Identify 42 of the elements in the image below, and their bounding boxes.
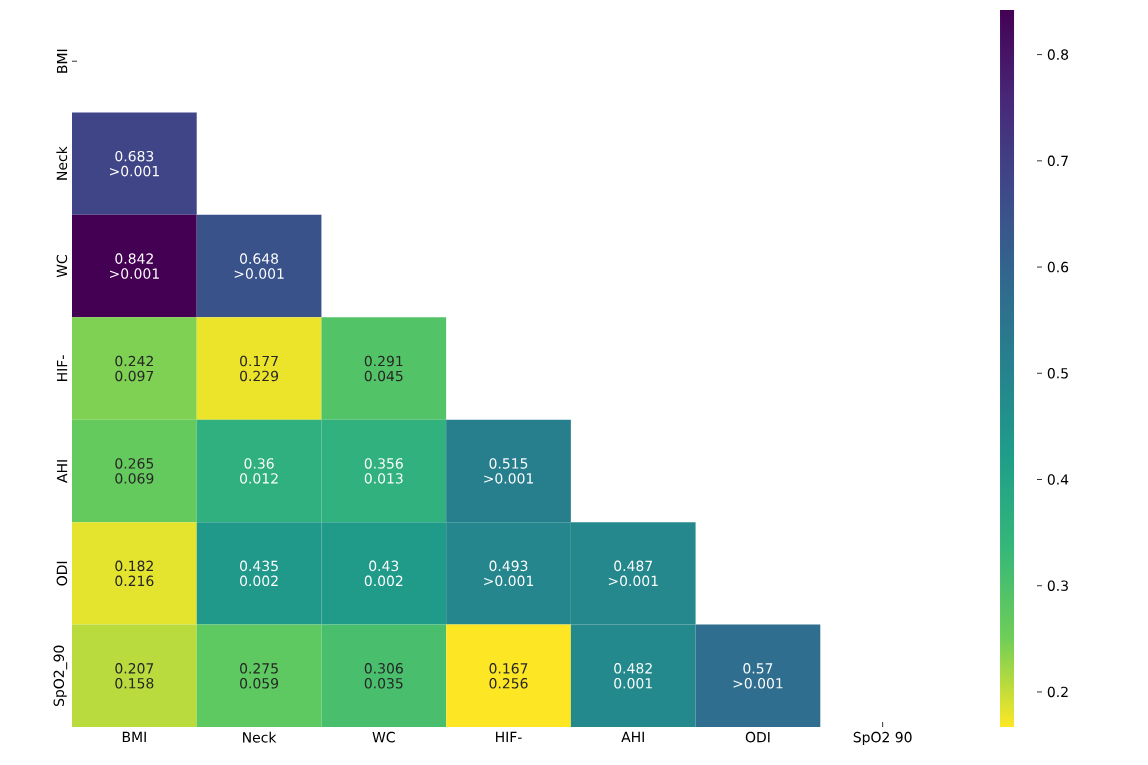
data-label: 0.275 0.059 — [240, 663, 279, 689]
x-tick-label: HIF- — [496, 731, 522, 743]
data-label: 0.242 0.097 — [115, 355, 154, 382]
y-tick-label: AHI — [56, 460, 68, 483]
data-label: 0.167 0.256 — [489, 663, 528, 689]
data-label: 0.648 >0.001 — [234, 253, 284, 279]
y-tick-label: HIF- — [56, 355, 68, 381]
y-tick-label: WC — [56, 255, 68, 278]
data-label: 0.842 >0.001 — [110, 253, 159, 279]
data-label: 0.306 0.035 — [364, 663, 403, 689]
color-bar-label: 0.3 — [1047, 580, 1068, 591]
color-bar-label: 0.8 — [1047, 49, 1069, 60]
x-tick-label: AHI — [621, 731, 644, 743]
x-tick-label: SpO2 90 — [853, 731, 912, 746]
color-bar-label: 0.5 — [1047, 367, 1068, 379]
y-tick-label: Neck — [56, 146, 68, 180]
data-label: 0.182 0.216 — [115, 560, 154, 587]
data-label: 0.207 0.158 — [115, 663, 154, 689]
data-label: 0.43 0.002 — [364, 560, 403, 587]
color-bar-label: 0.6 — [1047, 261, 1069, 273]
data-label: 0.57 >0.001 — [733, 663, 783, 689]
data-label: 0.683 >0.001 — [110, 150, 159, 177]
color-bar-label: 0.7 — [1047, 155, 1068, 167]
data-label: 0.291 0.045 — [364, 355, 403, 382]
data-label: 0.435 0.002 — [240, 560, 278, 587]
data-label: 0.515 >0.001 — [484, 458, 534, 484]
y-tick-label: BMI — [56, 49, 68, 73]
data-label: 0.265 0.069 — [115, 458, 154, 484]
x-tick-label: ODI — [745, 731, 770, 743]
y-tick-label: ODI — [56, 561, 68, 586]
x-tick-label: WC — [372, 731, 395, 743]
data-label: 0.487 >0.001 — [608, 560, 658, 587]
color-bar-label: 0.4 — [1047, 474, 1069, 485]
x-tick-label: Neck — [243, 731, 277, 743]
x-tick-label: BMI — [122, 731, 146, 743]
data-label: 0.36 0.012 — [240, 458, 278, 484]
data-label: 0.482 0.001 — [614, 663, 652, 689]
y-tick-label: SpO2_90 — [53, 645, 68, 707]
data-label: 0.493 >0.001 — [484, 560, 534, 587]
color-bar-label: 0.2 — [1047, 686, 1068, 698]
data-label: 0.177 0.229 — [240, 355, 279, 382]
data-label: 0.356 0.013 — [364, 458, 403, 484]
